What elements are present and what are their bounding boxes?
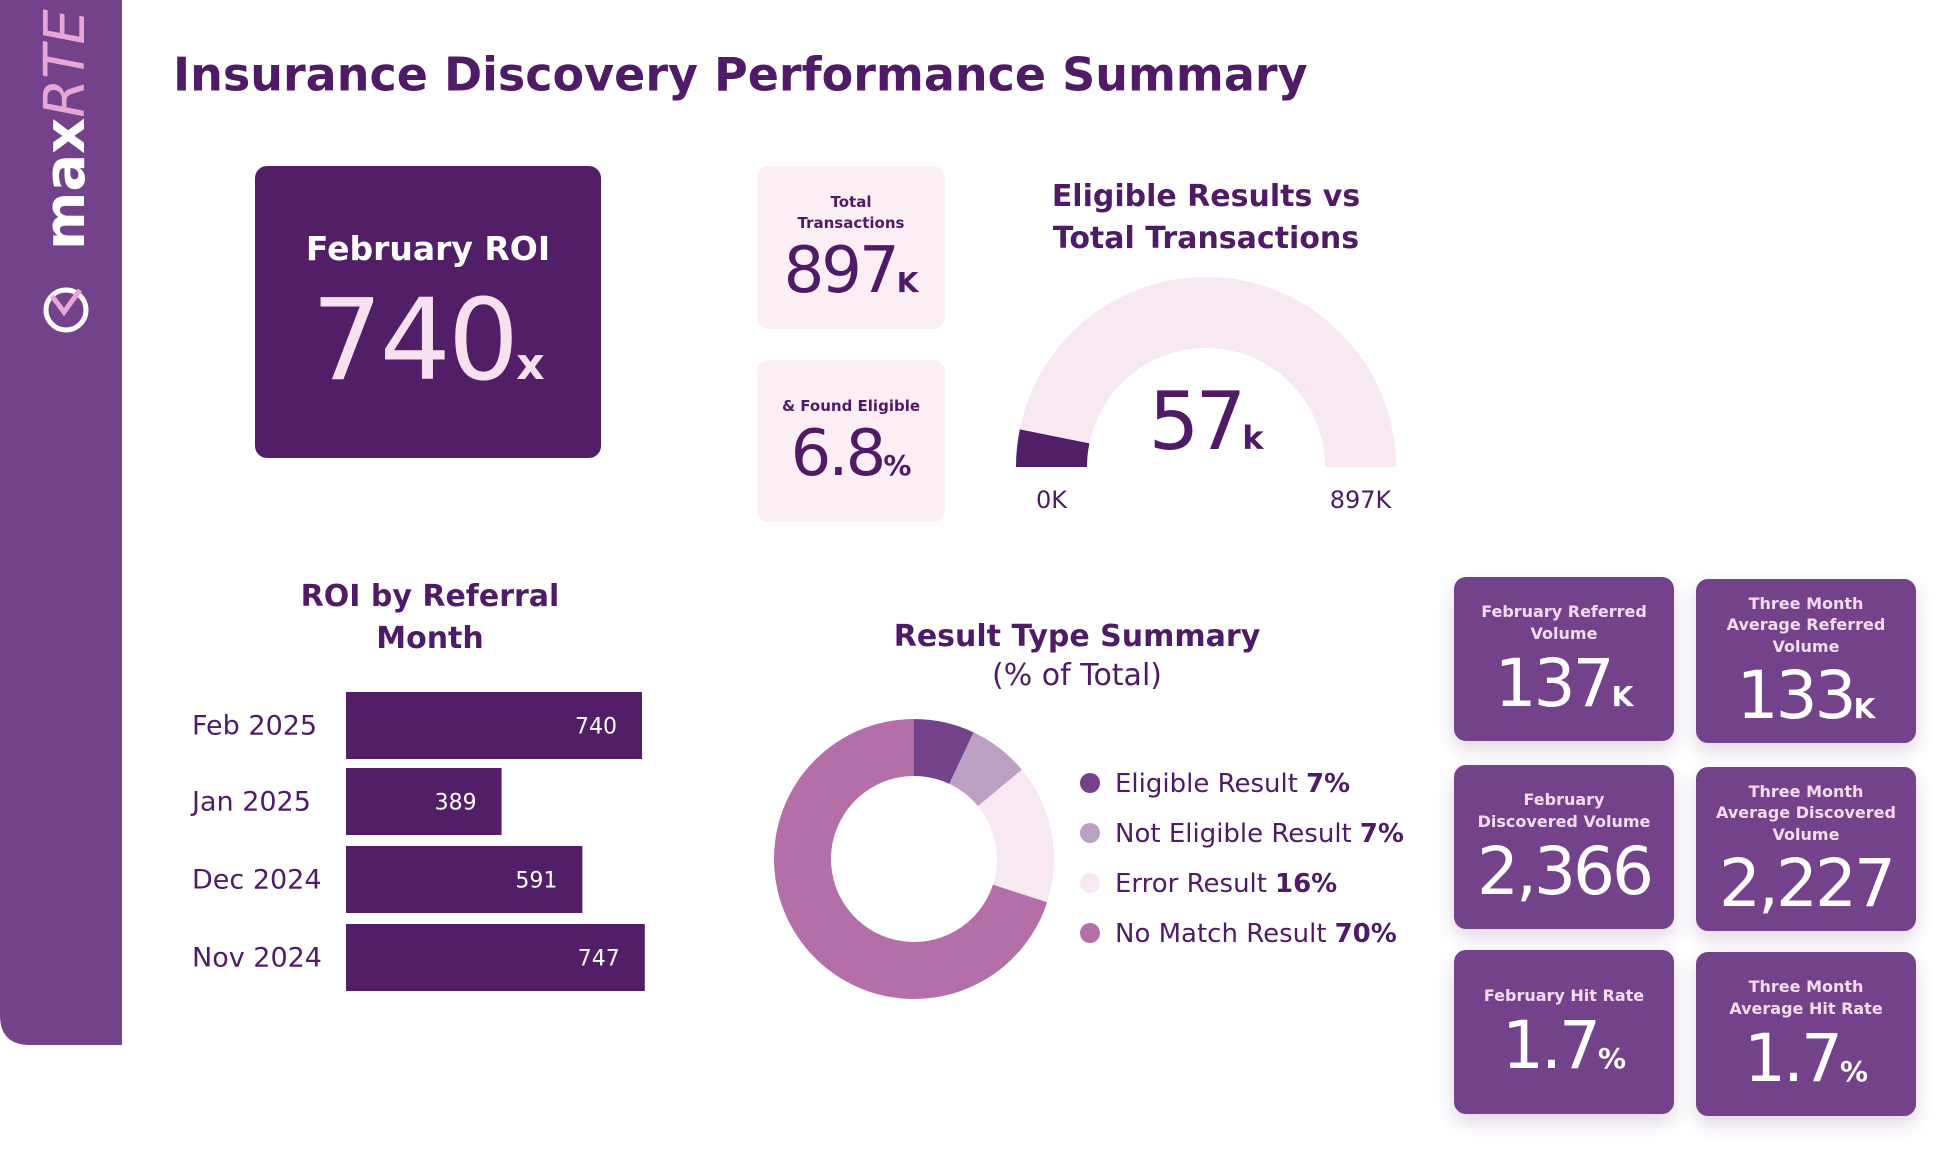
kpi-card: & Found Eligible 6.8% xyxy=(757,360,945,522)
bar-value-label: 591 xyxy=(515,869,557,894)
legend-item: Not Eligible Result 7% xyxy=(1115,819,1404,849)
bar-value-label: 747 xyxy=(578,947,620,972)
kpi-value: 740 xyxy=(311,276,519,407)
logo-check xyxy=(50,288,83,317)
kpi-value-wrap: 133K xyxy=(1737,663,1876,729)
legend-item: Eligible Result 7% xyxy=(1115,769,1350,799)
kpi-card: February ROI 740x xyxy=(255,166,601,458)
kpi-card: Three Month Average Referred Volume 133K xyxy=(1696,579,1916,743)
kpi-unit: K xyxy=(896,265,919,299)
kpi-value: 137 xyxy=(1494,644,1615,722)
kpi-value: 1.7 xyxy=(1743,1019,1843,1097)
legend-marker xyxy=(1080,773,1100,793)
gauge-tick-label: 897K xyxy=(1330,486,1393,514)
kpi-unit: % xyxy=(883,449,912,483)
gauge-track xyxy=(1016,277,1396,467)
legend-label: Error Result xyxy=(1115,869,1267,899)
bar-value-label: 389 xyxy=(435,791,477,816)
legend-value: 70% xyxy=(1335,919,1397,949)
legend-item: No Match Result 70% xyxy=(1115,919,1397,949)
kpi-unit: % xyxy=(1839,1054,1869,1088)
kpi-label: & Found Eligible xyxy=(781,396,921,415)
logo: maxRTE xyxy=(33,9,98,250)
bar-value-label: 740 xyxy=(575,715,617,740)
page-title: Insurance Discovery Performance Summary xyxy=(173,48,1308,102)
kpi-label: Three Month Average Referred Volume xyxy=(1726,593,1886,656)
y-tick-label: Jan 2025 xyxy=(190,787,311,818)
chart-title: ROI by Referral Month xyxy=(300,579,560,656)
kpi-value: 1.7 xyxy=(1501,1006,1601,1084)
kpi-card: February Hit Rate 1.7% xyxy=(1454,950,1674,1114)
kpi-label: February Hit Rate xyxy=(1483,986,1645,1006)
kpi-value-wrap: 1.7% xyxy=(1744,1025,1869,1092)
bar xyxy=(346,846,583,913)
y-tick-label: Dec 2024 xyxy=(192,865,322,896)
kpi-label: Three Month Average Discovered Volume xyxy=(1716,781,1896,844)
legend-marker xyxy=(1080,923,1100,943)
kpi-unit: x xyxy=(516,339,545,391)
sidebar xyxy=(0,0,122,1045)
donut-slice xyxy=(949,732,1022,807)
gauge-value-label: 57 xyxy=(1148,375,1242,468)
kpi-unit: % xyxy=(1597,1041,1627,1075)
gauge-value xyxy=(1016,429,1090,467)
legend-label: Not Eligible Result xyxy=(1115,819,1352,849)
legend-value: 16% xyxy=(1275,869,1337,899)
y-tick-label: Nov 2024 xyxy=(192,943,322,974)
gauge-unit: k xyxy=(1242,419,1264,457)
legend-label: Eligible Result xyxy=(1115,769,1298,799)
kpi-value-wrap: 2,227 xyxy=(1719,851,1896,917)
kpi-value-wrap: 897K xyxy=(784,239,919,303)
gauge-label: 57k xyxy=(1148,375,1264,468)
chart-subtitle: (% of Total) xyxy=(992,658,1162,693)
bar xyxy=(346,924,645,991)
logo-icon xyxy=(43,287,89,333)
logo-product: RTE xyxy=(33,9,98,118)
kpi-value-wrap: 6.8% xyxy=(791,422,912,486)
donut-slice xyxy=(977,769,1054,903)
bar xyxy=(346,692,642,759)
donut-slice xyxy=(774,719,1048,999)
kpi-value: 133 xyxy=(1736,657,1857,735)
y-tick-label: Feb 2025 xyxy=(192,711,317,742)
kpi-value: 2,227 xyxy=(1719,845,1896,923)
legend-value: 7% xyxy=(1360,819,1404,849)
kpi-value-wrap: 740x xyxy=(311,285,544,397)
kpi-label: February ROI xyxy=(305,228,551,268)
kpi-value: 6.8 xyxy=(790,417,887,492)
kpi-value-wrap: 1.7% xyxy=(1502,1012,1627,1079)
kpi-label: February Referred Volume xyxy=(1481,602,1647,643)
legend-label: No Match Result xyxy=(1115,919,1327,949)
legend-value: 7% xyxy=(1306,769,1350,799)
kpi-value-wrap: 2,366 xyxy=(1477,838,1654,905)
kpi-card: February Discovered Volume 2,366 xyxy=(1454,765,1674,929)
donut-slice xyxy=(914,719,974,784)
kpi-label: Total Transactions xyxy=(797,193,905,232)
kpi-unit: K xyxy=(1853,692,1876,726)
chart-title: Result Type Summary xyxy=(893,619,1261,654)
chart-title: Eligible Results vs Total Transactions xyxy=(1051,179,1361,256)
gauge-tick-label: 0K xyxy=(1036,486,1068,514)
kpi-value: 897 xyxy=(783,233,900,308)
kpi-label: February Discovered Volume xyxy=(1477,790,1651,831)
kpi-value: 2,366 xyxy=(1477,832,1654,910)
logo-brand: max xyxy=(33,118,98,250)
legend-marker xyxy=(1080,873,1100,893)
kpi-label: Three Month Average Hit Rate xyxy=(1729,977,1883,1018)
kpi-card: February Referred Volume 137K xyxy=(1454,577,1674,741)
kpi-card: Three Month Average Hit Rate 1.7% xyxy=(1696,952,1916,1116)
kpi-card: Total Transactions 897K xyxy=(757,166,945,329)
kpi-unit: K xyxy=(1611,679,1634,713)
kpi-value-wrap: 137K xyxy=(1495,650,1634,717)
kpi-card: Three Month Average Discovered Volume 2,2… xyxy=(1696,767,1916,931)
bar xyxy=(346,768,502,835)
legend-item: Error Result 16% xyxy=(1115,869,1337,899)
legend-marker xyxy=(1080,823,1100,843)
